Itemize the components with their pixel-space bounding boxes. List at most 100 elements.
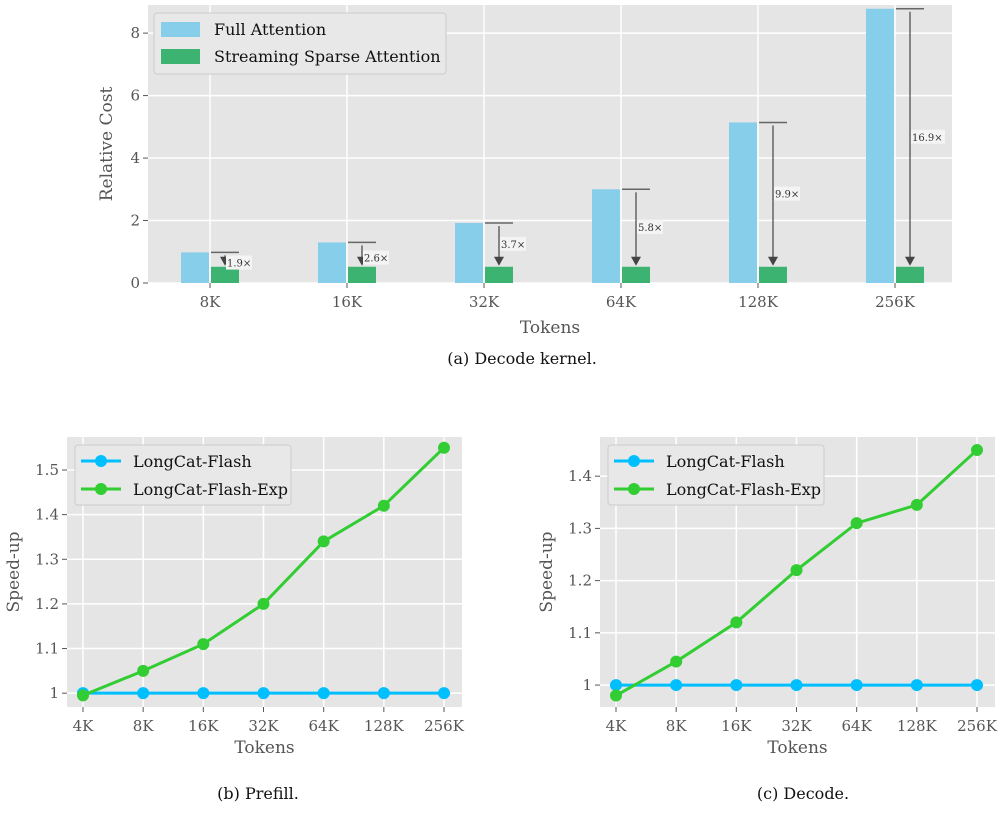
data-point — [317, 687, 330, 700]
y-tick-label: 1.4 — [568, 467, 592, 485]
legend — [74, 444, 292, 506]
annotation-bg — [226, 255, 252, 270]
data-point — [670, 679, 683, 692]
data-point — [790, 679, 803, 692]
y-tick-label: 1 — [49, 684, 59, 702]
bar-streaming-sparse — [348, 266, 376, 283]
y-tick-label: 2 — [130, 212, 140, 230]
x-tick-label: 256K — [957, 717, 998, 735]
data-point — [257, 597, 270, 610]
y-tick-label: 1.1 — [568, 624, 592, 642]
legend-label: LongCat-Flash — [133, 452, 252, 471]
annotation-bg — [911, 129, 945, 144]
x-tick-label: 256K — [424, 717, 465, 735]
arrow-head-icon — [631, 256, 641, 266]
bar-streaming-sparse — [759, 266, 787, 283]
bar-streaming-sparse — [211, 266, 239, 283]
x-tick-label: 8K — [133, 717, 155, 735]
y-tick-label: 0 — [130, 274, 140, 292]
x-tick-label: 4K — [606, 717, 628, 735]
legend-marker — [95, 483, 107, 495]
data-point — [438, 687, 450, 700]
data-point — [730, 679, 743, 692]
y-tick-label: 4 — [130, 149, 140, 167]
x-tick-label: 32K — [248, 717, 279, 735]
bar-full-attention — [592, 189, 620, 283]
data-point — [610, 679, 622, 692]
x-tick-label: 16K — [188, 717, 219, 735]
x-tick-label: 16K — [721, 717, 752, 735]
legend-label: LongCat-Flash — [666, 452, 785, 471]
data-point — [730, 616, 743, 629]
x-tick-label: 128K — [897, 717, 938, 735]
reduction-label: 9.9× — [775, 190, 799, 201]
data-point — [790, 564, 803, 577]
annotation-bg — [637, 220, 663, 235]
reduction-label: 1.9× — [227, 259, 251, 270]
annotation-bg — [500, 236, 526, 251]
bar-full-attention — [866, 8, 894, 283]
data-point — [377, 499, 390, 512]
bar-full-attention — [181, 252, 209, 283]
y-tick-label: 1 — [582, 676, 592, 694]
legend-marker — [628, 483, 640, 495]
data-point — [137, 664, 150, 677]
caption: (a) Decode kernel. — [447, 349, 597, 368]
y-tick-label: 1.1 — [35, 640, 59, 658]
x-tick-label: 256K — [875, 293, 916, 311]
y-tick-label: 1.3 — [35, 550, 59, 568]
x-axis-label: Tokens — [767, 738, 827, 758]
y-tick-label: 1.5 — [35, 461, 59, 479]
legend-label: Full Attention — [214, 20, 326, 39]
bar-streaming-sparse — [622, 266, 650, 283]
x-axis-label: Tokens — [520, 318, 580, 338]
y-tick-label: 1.3 — [568, 519, 592, 537]
arrow-head-icon — [494, 256, 504, 266]
x-tick-label: 128K — [364, 717, 405, 735]
y-tick-label: 1.2 — [35, 595, 59, 613]
data-point — [77, 689, 89, 702]
x-tick-label: 64K — [606, 293, 637, 311]
legend-marker — [95, 455, 107, 467]
data-point — [317, 535, 330, 548]
legend-marker — [628, 455, 640, 467]
x-tick-label: 16K — [332, 293, 363, 311]
reduction-label: 2.6× — [364, 254, 388, 265]
y-tick-label: 6 — [130, 87, 140, 105]
y-tick-label: 1.4 — [35, 506, 59, 524]
data-point — [377, 687, 390, 700]
arrow-head-icon — [768, 256, 778, 266]
data-point — [137, 687, 150, 700]
y-axis-label: Speed-up — [4, 531, 24, 612]
annotation-bg — [774, 186, 800, 201]
legend — [153, 12, 447, 75]
y-tick-label: 1.2 — [568, 572, 592, 590]
legend — [607, 444, 825, 506]
data-point — [850, 679, 863, 692]
bar-streaming-sparse — [485, 266, 513, 283]
data-point — [670, 655, 683, 668]
reduction-label: 3.7× — [501, 240, 525, 251]
x-tick-label: 128K — [738, 293, 779, 311]
reduction-label: 16.9× — [912, 133, 943, 144]
bar-streaming-sparse — [896, 266, 924, 283]
data-point — [971, 679, 983, 692]
bar-full-attention — [455, 223, 483, 283]
x-tick-label: 4K — [73, 717, 95, 735]
bar-full-attention — [318, 242, 346, 283]
y-tick-label: 8 — [130, 24, 140, 42]
y-axis-label: Relative Cost — [97, 87, 117, 202]
x-tick-label: 8K — [666, 717, 688, 735]
x-tick-label: 32K — [781, 717, 812, 735]
legend-label: LongCat-Flash-Exp — [133, 480, 288, 499]
bar-full-attention — [729, 122, 757, 283]
legend-swatch — [161, 22, 200, 37]
data-point — [197, 687, 210, 700]
x-tick-label: 32K — [469, 293, 500, 311]
legend-label: LongCat-Flash-Exp — [666, 480, 821, 499]
caption: (b) Prefill. — [217, 784, 299, 803]
annotation-bg — [363, 250, 389, 265]
x-tick-label: 64K — [842, 717, 873, 735]
data-point — [910, 498, 923, 511]
data-point — [850, 517, 863, 530]
